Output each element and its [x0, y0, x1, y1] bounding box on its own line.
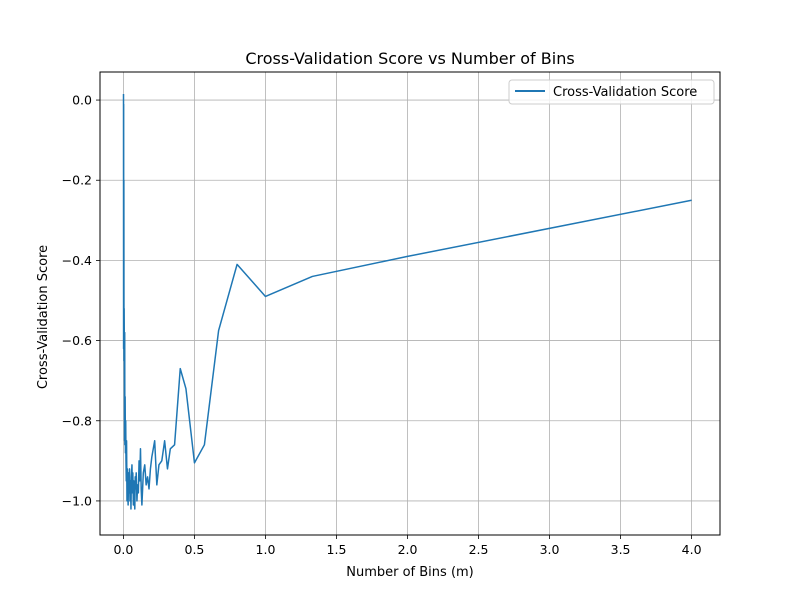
y-tick-label: −0.6	[62, 333, 92, 348]
x-tick-label: 0.0	[113, 542, 133, 557]
legend-label: Cross-Validation Score	[553, 85, 697, 100]
y-tick-label: 0.0	[72, 93, 92, 108]
y-axis-label: Cross-Validation Score	[36, 245, 51, 389]
x-tick-label: 3.5	[611, 542, 631, 557]
legend: Cross-Validation Score	[508, 79, 715, 105]
y-tick-label: −0.2	[62, 173, 92, 188]
x-tick-label: 3.0	[540, 542, 560, 557]
x-tick-label: 0.5	[185, 542, 205, 557]
x-axis-label: Number of Bins (m)	[346, 565, 474, 580]
series-line	[122, 94, 692, 510]
x-tick-label: 2.5	[469, 542, 489, 557]
series-layer	[122, 94, 692, 510]
y-tick-label: −0.4	[62, 253, 92, 268]
axis-ticks: 0.0 0.5 1.0 1.5 2.0 2.5 3.0 3.5 4.0 0.0 −0.2 −0.4 −0…	[62, 93, 702, 557]
x-tick-label: 4.0	[682, 542, 702, 557]
x-tick-label: 1.5	[327, 542, 347, 557]
chart-title: Cross-Validation Score vs Number of Bins	[245, 49, 574, 68]
y-tick-label: −1.0	[62, 493, 92, 508]
x-tick-label: 2.0	[398, 542, 418, 557]
plot-frame	[99, 71, 721, 536]
legend-box	[508, 79, 715, 105]
y-tick-label: −0.8	[62, 413, 92, 428]
x-tick-label: 1.0	[256, 542, 276, 557]
